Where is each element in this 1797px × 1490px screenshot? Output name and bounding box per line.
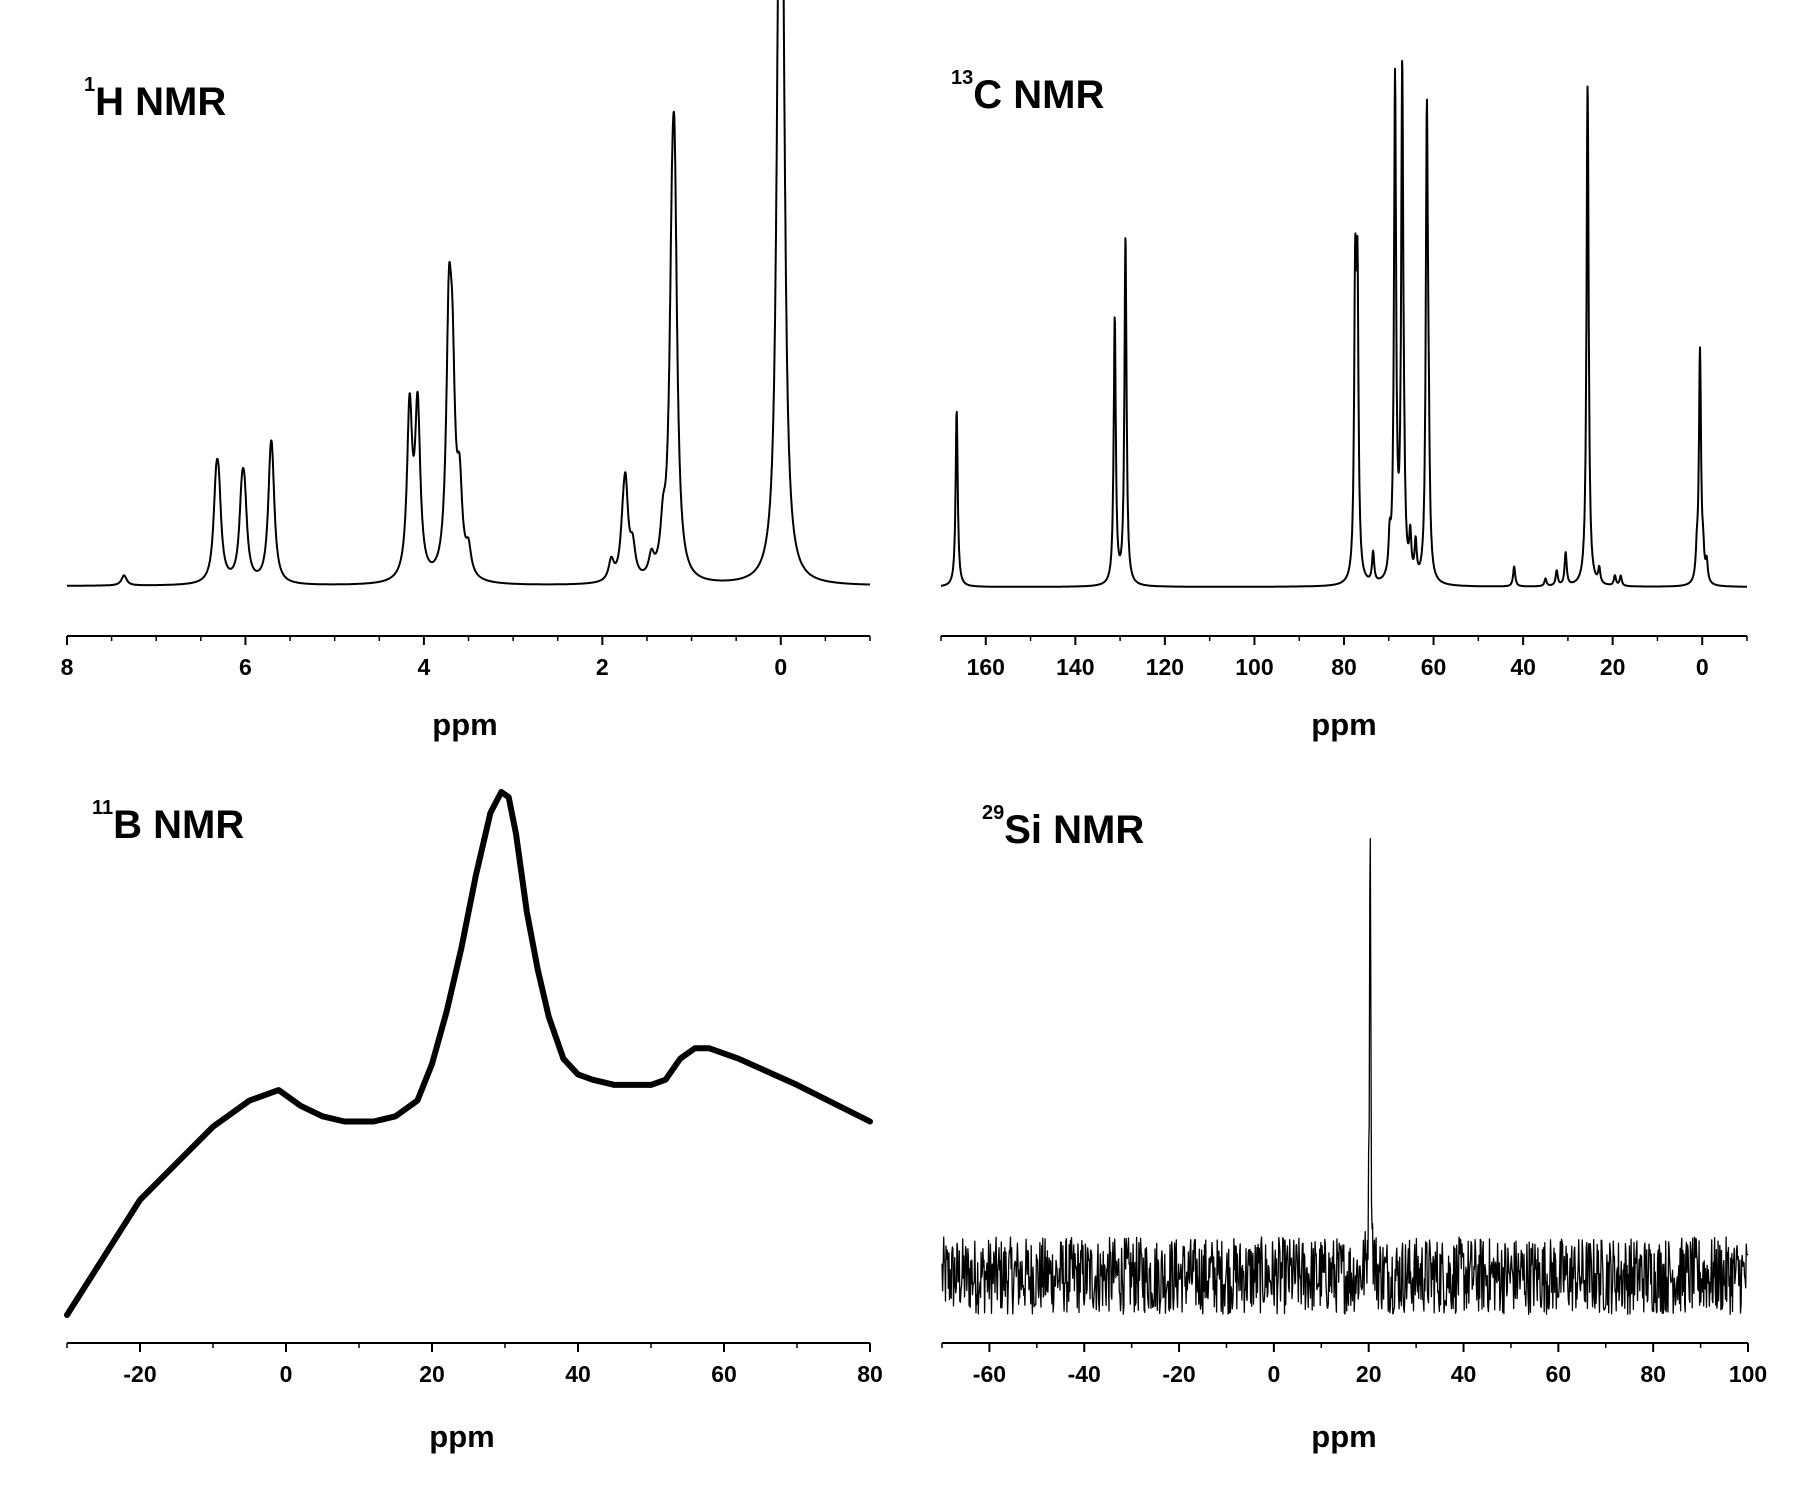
x-tick-label: 8 [61,654,74,680]
x-tick-label: 20 [1356,1361,1382,1387]
x-axis-label: ppm [1311,707,1376,742]
x-axis-label: ppm [432,707,497,742]
x-tick-label: -40 [1068,1361,1101,1387]
spectrum-trace-11b [64,789,873,1318]
panel-11b-title: 11B NMR [92,797,244,847]
x-tick-label: 100 [1729,1361,1767,1387]
title-superscript: 13 [951,67,973,89]
panel-13c-title: 13C NMR [951,67,1104,117]
x-tick-label: 0 [774,654,787,680]
x-tick-label: -20 [123,1361,156,1387]
x-tick-label: 80 [857,1361,883,1387]
panel-11b-nmr: 11B NMR -20 0 20 40 60 80 ppm [64,789,883,1454]
spectrum-trace-13c [940,60,1748,588]
panel-29si-title: 29Si NMR [982,802,1144,852]
x-tick-label: 120 [1146,654,1184,680]
panel-1h-title: 1H NMR [84,74,226,124]
x-tick-label: 0 [1696,654,1709,680]
x-tick-label: 40 [565,1361,591,1387]
panel-29si-nmr: 29Si NMR -60 -40 -20 0 20 40 60 80 100 ppm [941,802,1767,1454]
x-tick-label: 80 [1640,1361,1666,1387]
title-superscript: 29 [982,802,1004,824]
x-tick-label: 40 [1451,1361,1477,1387]
x-tick-label: 2 [596,654,609,680]
title-superscript: 1 [84,74,95,96]
title-superscript: 11 [92,797,113,819]
x-tick-label: 60 [1421,654,1447,680]
x-tick-label: 40 [1510,654,1536,680]
spectrum-trace-29si [941,838,1749,1315]
spectrum-trace-1h [66,0,871,587]
x-axis-ticks: 160 140 120 100 80 60 40 20 0 [940,636,1748,680]
x-tick-label: -60 [973,1361,1006,1387]
x-tick-label: 160 [967,654,1005,680]
title-text: B NMR [113,803,244,847]
x-tick-label: 4 [417,654,430,680]
panel-1h-nmr: 1H NMR 8 6 4 2 0 ppm [61,0,871,742]
x-axis-label: ppm [1311,1419,1376,1454]
x-tick-label: 0 [1267,1361,1280,1387]
x-tick-label: 60 [711,1361,737,1387]
x-tick-label: 20 [419,1361,445,1387]
x-axis-label: ppm [429,1419,494,1454]
title-text: C NMR [973,73,1104,117]
panel-13c-nmr: 13C NMR 160 140 120 100 80 60 40 20 0 ppm [940,60,1748,742]
x-tick-label: -20 [1162,1361,1195,1387]
x-tick-label: 80 [1331,654,1357,680]
x-tick-label: 60 [1546,1361,1572,1387]
x-tick-label: 20 [1600,654,1626,680]
title-text: H NMR [95,80,226,124]
title-text: Si NMR [1004,808,1144,852]
x-tick-label: 6 [239,654,252,680]
x-tick-label: 140 [1056,654,1094,680]
x-axis-ticks: -20 0 20 40 60 80 [66,1343,883,1387]
x-axis-ticks: -60 -40 -20 0 20 40 60 80 100 [941,1343,1767,1387]
x-tick-label: 100 [1235,654,1273,680]
x-tick-label: 0 [280,1361,293,1387]
x-axis-ticks: 8 6 4 2 0 [61,636,871,680]
